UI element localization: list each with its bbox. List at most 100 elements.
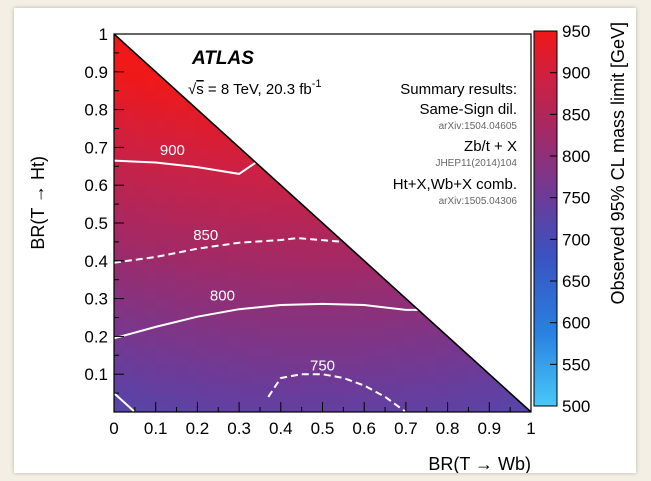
heatmap-cell xyxy=(270,298,282,309)
heatmap-cell xyxy=(228,251,240,262)
heatmap-cell xyxy=(332,251,344,262)
heatmap-cell xyxy=(124,62,136,73)
heatmap-cell xyxy=(176,402,188,412)
heatmap-cell xyxy=(114,119,126,130)
heatmap-cell xyxy=(197,204,209,215)
heatmap-cell xyxy=(270,270,282,281)
heatmap-cell xyxy=(124,383,136,394)
heatmap-cell xyxy=(343,308,355,319)
heatmap-cell xyxy=(374,326,386,337)
heatmap-cell xyxy=(374,298,386,309)
heatmap-cell xyxy=(343,279,355,290)
heatmap-cell xyxy=(197,128,209,139)
heatmap-cell xyxy=(145,279,157,290)
heatmap-cell xyxy=(353,232,365,243)
x-tick-label: 0.1 xyxy=(144,419,168,438)
heatmap-cell xyxy=(218,308,230,319)
heatmap-cell xyxy=(458,393,470,404)
heatmap-cell xyxy=(145,213,157,224)
heatmap-cell xyxy=(416,383,428,394)
heatmap-cell xyxy=(374,393,386,404)
heatmap-cell xyxy=(124,119,136,130)
heatmap-cell xyxy=(395,308,407,319)
heatmap-cell xyxy=(155,298,167,309)
heatmap-cell xyxy=(207,355,219,366)
color-bar-tick-label: 800 xyxy=(562,147,590,166)
heatmap-cell xyxy=(239,345,251,356)
heatmap-cell xyxy=(228,336,240,347)
heatmap-cell xyxy=(134,279,146,290)
heatmap-cell xyxy=(312,289,324,300)
heatmap-cell xyxy=(280,383,292,394)
heatmap-cell xyxy=(280,355,292,366)
heatmap-cell xyxy=(353,298,365,309)
heatmap-cell xyxy=(155,175,167,186)
heatmap-cell xyxy=(124,71,136,82)
heatmap-cell xyxy=(186,175,198,186)
heatmap-cell xyxy=(353,345,365,356)
heatmap-cell xyxy=(166,119,178,130)
heatmap-cell xyxy=(239,308,251,319)
heatmap-cell xyxy=(301,374,313,385)
y-tick-label: 0.5 xyxy=(84,214,108,233)
heatmap-cell xyxy=(114,326,126,337)
heatmap-cell xyxy=(228,270,240,281)
heatmap-cell xyxy=(259,364,271,375)
heatmap-cell xyxy=(405,289,417,300)
heatmap-cell xyxy=(343,317,355,328)
heatmap-cell xyxy=(270,213,282,224)
heatmap-cell xyxy=(114,289,126,300)
x-tick-label: 0.5 xyxy=(311,419,335,438)
heatmap-cell xyxy=(166,147,178,158)
heatmap-cell xyxy=(218,298,230,309)
heatmap-cell xyxy=(166,393,178,404)
heatmap-cell xyxy=(322,260,334,271)
heatmap-cell xyxy=(270,364,282,375)
heatmap-cell xyxy=(155,364,167,375)
heatmap-cell xyxy=(280,289,292,300)
heatmap-cell xyxy=(478,402,490,412)
heatmap-cell xyxy=(176,156,188,167)
heatmap-cell xyxy=(364,251,376,262)
heatmap-cell xyxy=(364,289,376,300)
heatmap-cell xyxy=(145,128,157,139)
heatmap-cell xyxy=(270,355,282,366)
heatmap-cell xyxy=(249,147,261,158)
heatmap-cell xyxy=(114,100,126,111)
heatmap-cell xyxy=(197,336,209,347)
heatmap-cell xyxy=(124,52,136,63)
heatmap-cell xyxy=(207,175,219,186)
heatmap-cell xyxy=(322,402,334,412)
heatmap-cell xyxy=(207,364,219,375)
heatmap-cell xyxy=(239,374,251,385)
heatmap-cell xyxy=(332,279,344,290)
heatmap-cell xyxy=(176,128,188,139)
heatmap-cell xyxy=(197,185,209,196)
heatmap-cell xyxy=(353,260,365,271)
heatmap-cell xyxy=(270,223,282,234)
heatmap-cell xyxy=(270,336,282,347)
heatmap-cell xyxy=(239,317,251,328)
heatmap-cell xyxy=(155,213,167,224)
heatmap-cell xyxy=(228,119,240,130)
heatmap-cell xyxy=(270,185,282,196)
heatmap-cell xyxy=(124,100,136,111)
heatmap-cell xyxy=(207,251,219,262)
heatmap-cell xyxy=(114,317,126,328)
heatmap-cell xyxy=(197,317,209,328)
heatmap-cell xyxy=(270,251,282,262)
heatmap-cell xyxy=(312,270,324,281)
heatmap-cell xyxy=(134,374,146,385)
heatmap-cell xyxy=(114,232,126,243)
heatmap-cell xyxy=(426,383,438,394)
heatmap-cell xyxy=(166,185,178,196)
heatmap-cell xyxy=(114,364,126,375)
heatmap-cell xyxy=(239,194,251,205)
heatmap-cell xyxy=(239,260,251,271)
heatmap-cell xyxy=(259,308,271,319)
heatmap-cell xyxy=(426,374,438,385)
heatmap-cell xyxy=(166,156,178,167)
heatmap-cell xyxy=(124,34,136,45)
color-bar-tick-label: 550 xyxy=(562,355,590,374)
heatmap-cell xyxy=(374,345,386,356)
